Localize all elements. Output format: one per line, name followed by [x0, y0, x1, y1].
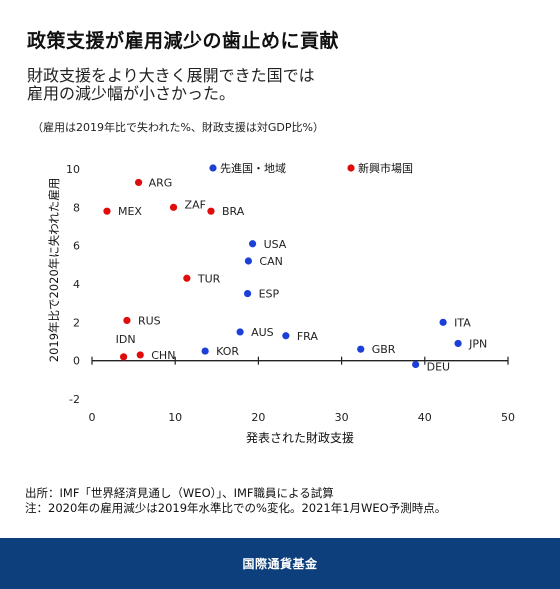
- data-point-chn: [136, 351, 144, 359]
- data-point-gbr: [357, 345, 365, 353]
- x-axis-title: 発表された財政支援: [246, 430, 354, 445]
- data-label-ita: ITA: [454, 316, 471, 329]
- y-tick-label: 10: [66, 163, 80, 176]
- chart-subtitle: 財政支援をより大きく展開できた国では 雇用の減少幅が小さかった。: [27, 67, 315, 103]
- data-point-can: [244, 257, 253, 265]
- y-axis-title: 2019年比で2020年に失われた雇用: [47, 178, 61, 362]
- data-label-zaf: ZAF: [185, 198, 206, 211]
- footer-brand-label: 国際通貨基金: [242, 557, 318, 571]
- data-label-fra: FRA: [297, 330, 319, 343]
- x-tick-label: 50: [501, 411, 515, 424]
- subtitle-line-2: 雇用の減少幅が小さかった。: [27, 84, 236, 103]
- scatter-chart: 0 10 20 30 40 50 -2 0 2 4 6 8 10 発表された財政支援 2019年比で2020…: [47, 161, 515, 445]
- data-point-usa: [248, 240, 257, 248]
- data-point-fra: [282, 332, 290, 340]
- x-tick-label: 10: [168, 411, 182, 424]
- legend-label: 先進国・地域: [220, 162, 286, 175]
- data-point-bra: [207, 207, 215, 215]
- data-label-kor: KOR: [216, 345, 239, 358]
- data-label-usa: USA: [264, 238, 287, 251]
- data-label-chn: CHN: [151, 349, 175, 362]
- x-tick-label: 20: [251, 411, 265, 424]
- data-point-aus: [236, 328, 244, 336]
- data-label-idn: IDN: [116, 333, 136, 346]
- data-point-kor: [201, 347, 209, 355]
- y-tick-label: 8: [73, 201, 80, 214]
- data-point-rus: [123, 316, 131, 325]
- legend-marker: [209, 164, 217, 172]
- data-label-deu: DEU: [427, 361, 450, 374]
- data-point-arg: [134, 178, 143, 187]
- y-tick-label: 2: [73, 316, 80, 329]
- subtitle-line-1: 財政支援をより大きく展開できた国では: [27, 66, 315, 85]
- data-point-zaf: [169, 203, 178, 211]
- data-point-deu: [412, 360, 420, 369]
- y-tick-label: -2: [69, 393, 80, 406]
- y-tick-label: 0: [73, 355, 80, 368]
- x-tick-label: 40: [418, 411, 432, 424]
- data-point-esp: [243, 289, 252, 298]
- data-label-arg: ARG: [149, 176, 173, 189]
- data-label-bra: BRA: [222, 205, 245, 218]
- footnote-line: 注：2020年の雇用減少は2019年水準比での%変化。2021年1月WEO予測時…: [25, 501, 447, 515]
- legend-marker: [347, 164, 355, 172]
- data-label-mex: MEX: [118, 205, 142, 218]
- data-point-tur: [183, 274, 191, 282]
- data-point-jpn: [454, 339, 462, 348]
- data-point-ita: [439, 318, 447, 326]
- footer-bar: 国際通貨基金: [0, 538, 560, 589]
- data-label-gbr: GBR: [372, 343, 396, 356]
- x-tick-label: 0: [89, 411, 96, 424]
- chart-title: 政策支援が雇用減少の歯止めに貢献: [27, 30, 340, 52]
- data-label-jpn: JPN: [468, 337, 487, 350]
- data-label-rus: RUS: [138, 314, 161, 327]
- y-tick-label: 4: [73, 278, 80, 291]
- source-line: 出所：IMF「世界経済見通し（WEO）」、IMF職員による試算: [25, 486, 334, 500]
- x-tick-label: 30: [335, 411, 349, 424]
- data-label-esp: ESP: [259, 288, 280, 301]
- data-label-aus: AUS: [251, 326, 274, 339]
- sources-block: 出所：IMF「世界経済見通し（WEO）」、IMF職員による試算 注：2020年の…: [25, 486, 446, 516]
- data-point-idn: [120, 353, 128, 361]
- legend-label: 新興市場国: [358, 161, 413, 175]
- data-label-tur: TUR: [197, 272, 221, 285]
- data-point-mex: [103, 207, 111, 215]
- data-label-can: CAN: [259, 255, 282, 268]
- y-tick-label: 6: [73, 240, 80, 253]
- units-note: （雇用は2019年比で失われた%、財政支援は対GDP比%）: [32, 121, 324, 134]
